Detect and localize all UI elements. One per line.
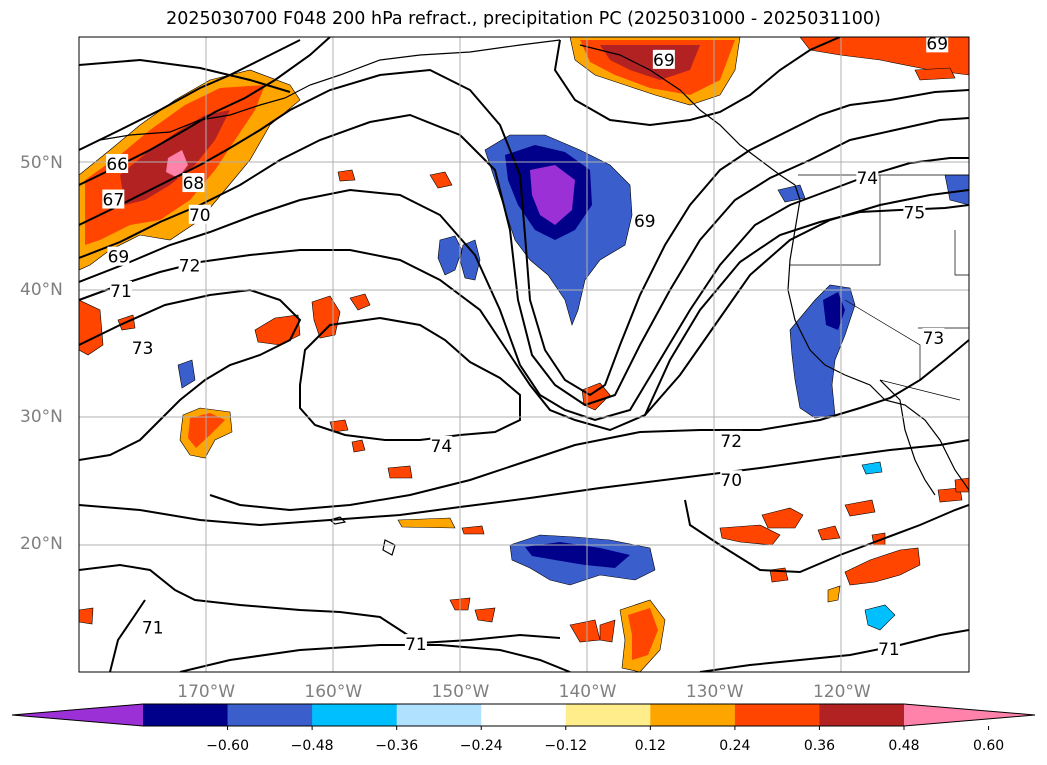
precipitation-shading bbox=[79, 37, 969, 672]
contour-label: 74 bbox=[431, 437, 453, 457]
contour-line bbox=[79, 58, 291, 93]
contour-line bbox=[79, 439, 969, 527]
contour-label-background bbox=[922, 327, 945, 347]
contour-label-background bbox=[107, 246, 130, 266]
contour-labels: 66 67 68 69 70 71 72 73 74 72 70 71 71 71 69 69 69 74 75 73 bbox=[102, 34, 949, 660]
contour-label: 71 bbox=[110, 282, 132, 302]
contour-label-background bbox=[877, 639, 900, 659]
map-frame bbox=[78, 36, 970, 673]
lon-label: 150°W bbox=[431, 682, 490, 702]
contour-line bbox=[79, 68, 969, 397]
colorbar-tick-label: −0.36 bbox=[375, 738, 419, 754]
contour-label-background bbox=[178, 255, 201, 275]
colorbar-swatch bbox=[227, 704, 313, 726]
lon-label: 130°W bbox=[685, 682, 744, 702]
contour-label-background bbox=[102, 189, 125, 209]
colorbar-swatch bbox=[312, 704, 398, 726]
colorbar-outline bbox=[11, 703, 1036, 727]
lon-label: 170°W bbox=[177, 682, 236, 702]
map-title: 2025030700 F048 200 hPa refract., precip… bbox=[166, 9, 881, 29]
contour-line bbox=[299, 316, 521, 441]
colorbar-extend-low bbox=[12, 704, 143, 726]
lon-label: 140°W bbox=[558, 682, 617, 702]
contour-line bbox=[699, 629, 969, 672]
contour-line bbox=[209, 339, 969, 512]
contour-label: 75 bbox=[904, 203, 926, 223]
colorbar-tick-label: −0.12 bbox=[544, 738, 588, 754]
lat-label: 30°N bbox=[20, 407, 63, 427]
lon-label: 120°W bbox=[812, 682, 871, 702]
colorbar-tick-label: −0.60 bbox=[206, 738, 249, 754]
colorbar-swatch bbox=[734, 704, 820, 726]
map-gridlines bbox=[79, 37, 969, 672]
contour-label-background bbox=[856, 167, 879, 187]
contour-label: 73 bbox=[923, 329, 945, 349]
contour-label-background bbox=[633, 211, 656, 231]
contour-line bbox=[79, 563, 561, 645]
colorbar-swatch bbox=[143, 704, 229, 726]
contour-label: 69 bbox=[653, 51, 675, 71]
contour-label: 71 bbox=[405, 635, 427, 655]
contour-line bbox=[79, 189, 969, 432]
colorbar-swatch bbox=[396, 704, 482, 726]
contour-line bbox=[79, 39, 301, 151]
contour-label: 66 bbox=[106, 155, 128, 175]
map-plot-area: 66 67 68 69 70 71 72 73 74 72 70 71 71 71 69 69 69 74 75 73 bbox=[79, 34, 969, 672]
lon-label: 160°W bbox=[304, 682, 363, 702]
contour-line bbox=[79, 288, 302, 461]
coastlines bbox=[99, 39, 969, 556]
colorbar-tick-label: 0.24 bbox=[719, 738, 751, 754]
colorbar-tick-label: 0.12 bbox=[634, 738, 666, 754]
colorbar-tick-label: 0.36 bbox=[803, 738, 836, 754]
refractivity-contours bbox=[79, 37, 969, 672]
colorbar-swatch bbox=[565, 704, 651, 726]
lat-label: 20°N bbox=[20, 534, 63, 554]
colorbar-tick-label: −0.48 bbox=[290, 738, 334, 754]
colorbar-tick-label: −0.24 bbox=[459, 738, 503, 754]
contour-label: 67 bbox=[103, 191, 125, 211]
contour-label-background bbox=[903, 202, 926, 222]
contour-label: 69 bbox=[926, 34, 948, 54]
contour-label-background bbox=[926, 37, 949, 53]
contour-label: 70 bbox=[720, 471, 742, 491]
contour-label: 70 bbox=[189, 206, 211, 226]
contour-label-background bbox=[106, 154, 129, 173]
contour-label-background bbox=[182, 173, 205, 193]
precip-area-nw-pacific-peak bbox=[166, 150, 188, 178]
colorbar-swatch bbox=[481, 704, 567, 726]
contour-label-background bbox=[131, 338, 154, 358]
colorbar-swatch bbox=[819, 704, 905, 726]
colorbar bbox=[11, 703, 1036, 730]
contour-label: 69 bbox=[108, 248, 130, 268]
contour-label-background bbox=[720, 430, 743, 450]
lat-label: 50°N bbox=[20, 153, 63, 173]
colorbar-extend-high bbox=[904, 704, 1035, 726]
contour-label: 71 bbox=[878, 640, 900, 660]
contour-label: 68 bbox=[183, 174, 205, 194]
contour-label-background bbox=[141, 617, 164, 637]
contour-label-background bbox=[430, 435, 453, 455]
contour-line bbox=[684, 499, 969, 574]
contour-label-background bbox=[652, 49, 675, 69]
contour-label: 72 bbox=[179, 257, 201, 277]
contour-label-background bbox=[188, 204, 211, 224]
contour-line bbox=[79, 113, 969, 407]
contour-label-background bbox=[404, 634, 427, 654]
colorbar-swatch bbox=[650, 704, 736, 726]
contour-label-background bbox=[109, 281, 132, 300]
contour-label: 69 bbox=[634, 212, 656, 232]
contour-label: 73 bbox=[132, 339, 154, 359]
contour-label-background bbox=[720, 470, 743, 490]
contour-line bbox=[79, 157, 969, 422]
contour-line bbox=[553, 37, 841, 127]
contour-line bbox=[109, 599, 146, 672]
contour-label: 72 bbox=[720, 432, 742, 452]
colorbar-tick-label: 0.48 bbox=[888, 738, 920, 754]
contour-label: 74 bbox=[856, 169, 878, 189]
contour-label: 71 bbox=[142, 619, 164, 639]
colorbar-tick-label: 0.60 bbox=[972, 738, 1005, 754]
lat-label: 40°N bbox=[20, 280, 63, 300]
